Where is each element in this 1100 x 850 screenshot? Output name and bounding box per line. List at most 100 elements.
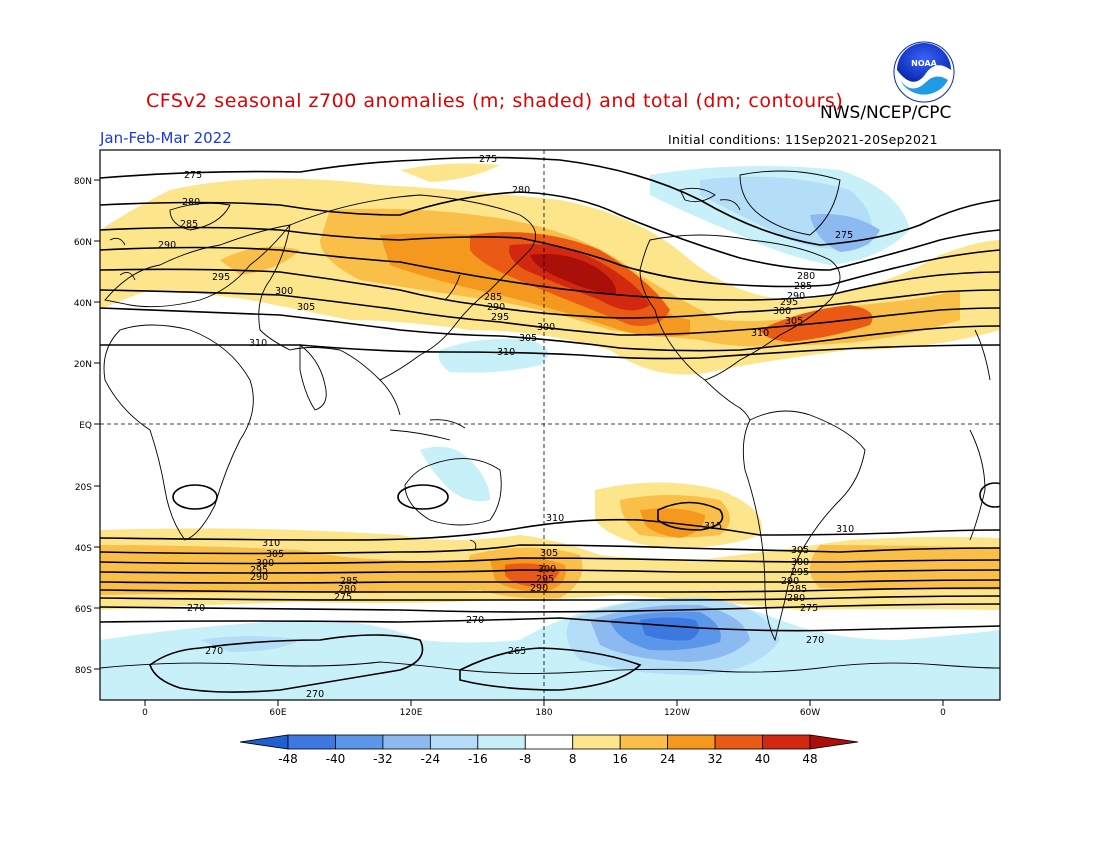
svg-text:310: 310 bbox=[546, 513, 564, 524]
lon-label: 0 bbox=[142, 708, 148, 718]
latitude-axis: 80N 60N 40N 20N EQ 20S 40S 60S 80S bbox=[74, 177, 100, 676]
lat-label: EQ bbox=[79, 421, 92, 431]
svg-text:300: 300 bbox=[537, 322, 555, 333]
svg-text:305: 305 bbox=[519, 333, 537, 344]
svg-text:310: 310 bbox=[262, 538, 280, 549]
colorbar-label: 24 bbox=[660, 752, 675, 766]
svg-text:270: 270 bbox=[187, 603, 205, 614]
colorbar-label: -48 bbox=[278, 752, 298, 766]
svg-text:275: 275 bbox=[800, 603, 818, 614]
svg-text:300: 300 bbox=[791, 557, 809, 568]
colorbar-label: -32 bbox=[373, 752, 393, 766]
colorbar-label: 8 bbox=[569, 752, 577, 766]
svg-text:275: 275 bbox=[184, 170, 202, 181]
svg-text:295: 295 bbox=[212, 272, 230, 283]
lon-label: 180 bbox=[535, 708, 552, 718]
svg-text:285: 285 bbox=[340, 576, 358, 587]
chart-title: CFSv2 seasonal z700 anomalies (m; shaded… bbox=[146, 90, 844, 112]
svg-text:285: 285 bbox=[794, 281, 812, 292]
colorbar-segment bbox=[382, 734, 431, 750]
svg-text:275: 275 bbox=[479, 154, 497, 165]
colorbar-segment bbox=[619, 734, 669, 750]
height-contours bbox=[100, 156, 1000, 693]
season-label: Jan-Feb-Mar 2022 bbox=[100, 129, 232, 147]
svg-text:300: 300 bbox=[275, 286, 293, 297]
lat-label: 80S bbox=[75, 666, 92, 676]
lon-label: 120W bbox=[664, 708, 690, 718]
colorbar-segment bbox=[572, 734, 621, 750]
lon-label: 60E bbox=[269, 708, 286, 718]
svg-text:295: 295 bbox=[780, 297, 798, 308]
colorbar-segment bbox=[524, 734, 574, 750]
lat-label: 80N bbox=[74, 177, 92, 187]
svg-text:295: 295 bbox=[791, 567, 809, 578]
svg-text:270: 270 bbox=[306, 689, 324, 700]
svg-text:285: 285 bbox=[789, 584, 807, 595]
colorbar-label: -8 bbox=[519, 752, 531, 766]
svg-text:270: 270 bbox=[806, 635, 824, 646]
contour-labels-north: 275 280 285 290 295 300 305 310 275 280 … bbox=[158, 154, 853, 358]
svg-text:275: 275 bbox=[835, 230, 853, 241]
svg-text:310: 310 bbox=[249, 338, 267, 349]
agency-label: NWS/NCEP/CPC bbox=[820, 103, 952, 123]
svg-text:270: 270 bbox=[466, 615, 484, 626]
colorbar-segment bbox=[335, 734, 384, 750]
colorbar-arrow-low bbox=[239, 734, 289, 750]
svg-text:305: 305 bbox=[785, 316, 803, 327]
lon-label: 0 bbox=[940, 708, 946, 718]
svg-text:280: 280 bbox=[797, 271, 815, 282]
anomaly-shading bbox=[100, 163, 1000, 700]
svg-text:310: 310 bbox=[497, 347, 515, 358]
svg-text:275: 275 bbox=[334, 592, 352, 603]
svg-text:310: 310 bbox=[836, 524, 854, 535]
lat-label: 40S bbox=[75, 544, 92, 554]
lat-label: 60N bbox=[74, 238, 92, 248]
colorbar-segment bbox=[667, 734, 716, 750]
colorbar-label: 48 bbox=[802, 752, 817, 766]
lat-label: 20N bbox=[74, 360, 92, 370]
svg-text:285: 285 bbox=[484, 292, 502, 303]
colorbar-segment bbox=[477, 734, 526, 750]
contour-labels-south: 310 305 300 295 290 285 280 275 270 310 … bbox=[187, 513, 854, 700]
svg-text:305: 305 bbox=[791, 545, 809, 556]
svg-text:310: 310 bbox=[751, 328, 769, 339]
lat-label: 20S bbox=[75, 483, 92, 493]
lon-label: 60W bbox=[800, 708, 820, 718]
svg-text:270: 270 bbox=[205, 646, 223, 657]
lat-label: 60S bbox=[75, 605, 92, 615]
lon-label: 120E bbox=[400, 708, 423, 718]
noaa-logo-icon: NOAA bbox=[893, 41, 955, 103]
colorbar-segment bbox=[287, 734, 336, 750]
svg-text:NOAA: NOAA bbox=[911, 59, 937, 68]
svg-text:290: 290 bbox=[781, 576, 799, 587]
svg-text:315: 315 bbox=[704, 521, 722, 532]
colorbar-segment bbox=[429, 734, 479, 750]
lat-label: 40N bbox=[74, 299, 92, 309]
svg-text:280: 280 bbox=[182, 197, 200, 208]
svg-text:300: 300 bbox=[538, 564, 556, 575]
svg-text:290: 290 bbox=[250, 572, 268, 583]
colorbar-label: -40 bbox=[326, 752, 346, 766]
svg-text:295: 295 bbox=[536, 574, 554, 585]
svg-text:280: 280 bbox=[512, 185, 530, 196]
colorbar-label: 32 bbox=[707, 752, 722, 766]
svg-text:290: 290 bbox=[158, 240, 176, 251]
svg-text:290: 290 bbox=[530, 583, 548, 594]
svg-text:305: 305 bbox=[540, 548, 558, 559]
map-frame bbox=[99, 149, 1001, 701]
svg-text:280: 280 bbox=[338, 584, 356, 595]
colorbar: -48 -40 -32 -24 -16 -8 8 16 24 32 40 48 bbox=[239, 734, 859, 766]
svg-text:300: 300 bbox=[256, 558, 274, 569]
initial-conditions-label: Initial conditions: 11Sep2021-20Sep2021 bbox=[668, 132, 938, 147]
svg-text:290: 290 bbox=[487, 302, 505, 313]
svg-text:265: 265 bbox=[508, 646, 526, 657]
colorbar-segment bbox=[762, 734, 811, 750]
svg-text:295: 295 bbox=[491, 312, 509, 323]
svg-text:300: 300 bbox=[773, 306, 791, 317]
svg-text:305: 305 bbox=[266, 549, 284, 560]
colorbar-segment bbox=[714, 734, 763, 750]
colorbar-arrow-high bbox=[809, 734, 859, 750]
svg-text:285: 285 bbox=[180, 219, 198, 230]
colorbar-label: -24 bbox=[421, 752, 441, 766]
